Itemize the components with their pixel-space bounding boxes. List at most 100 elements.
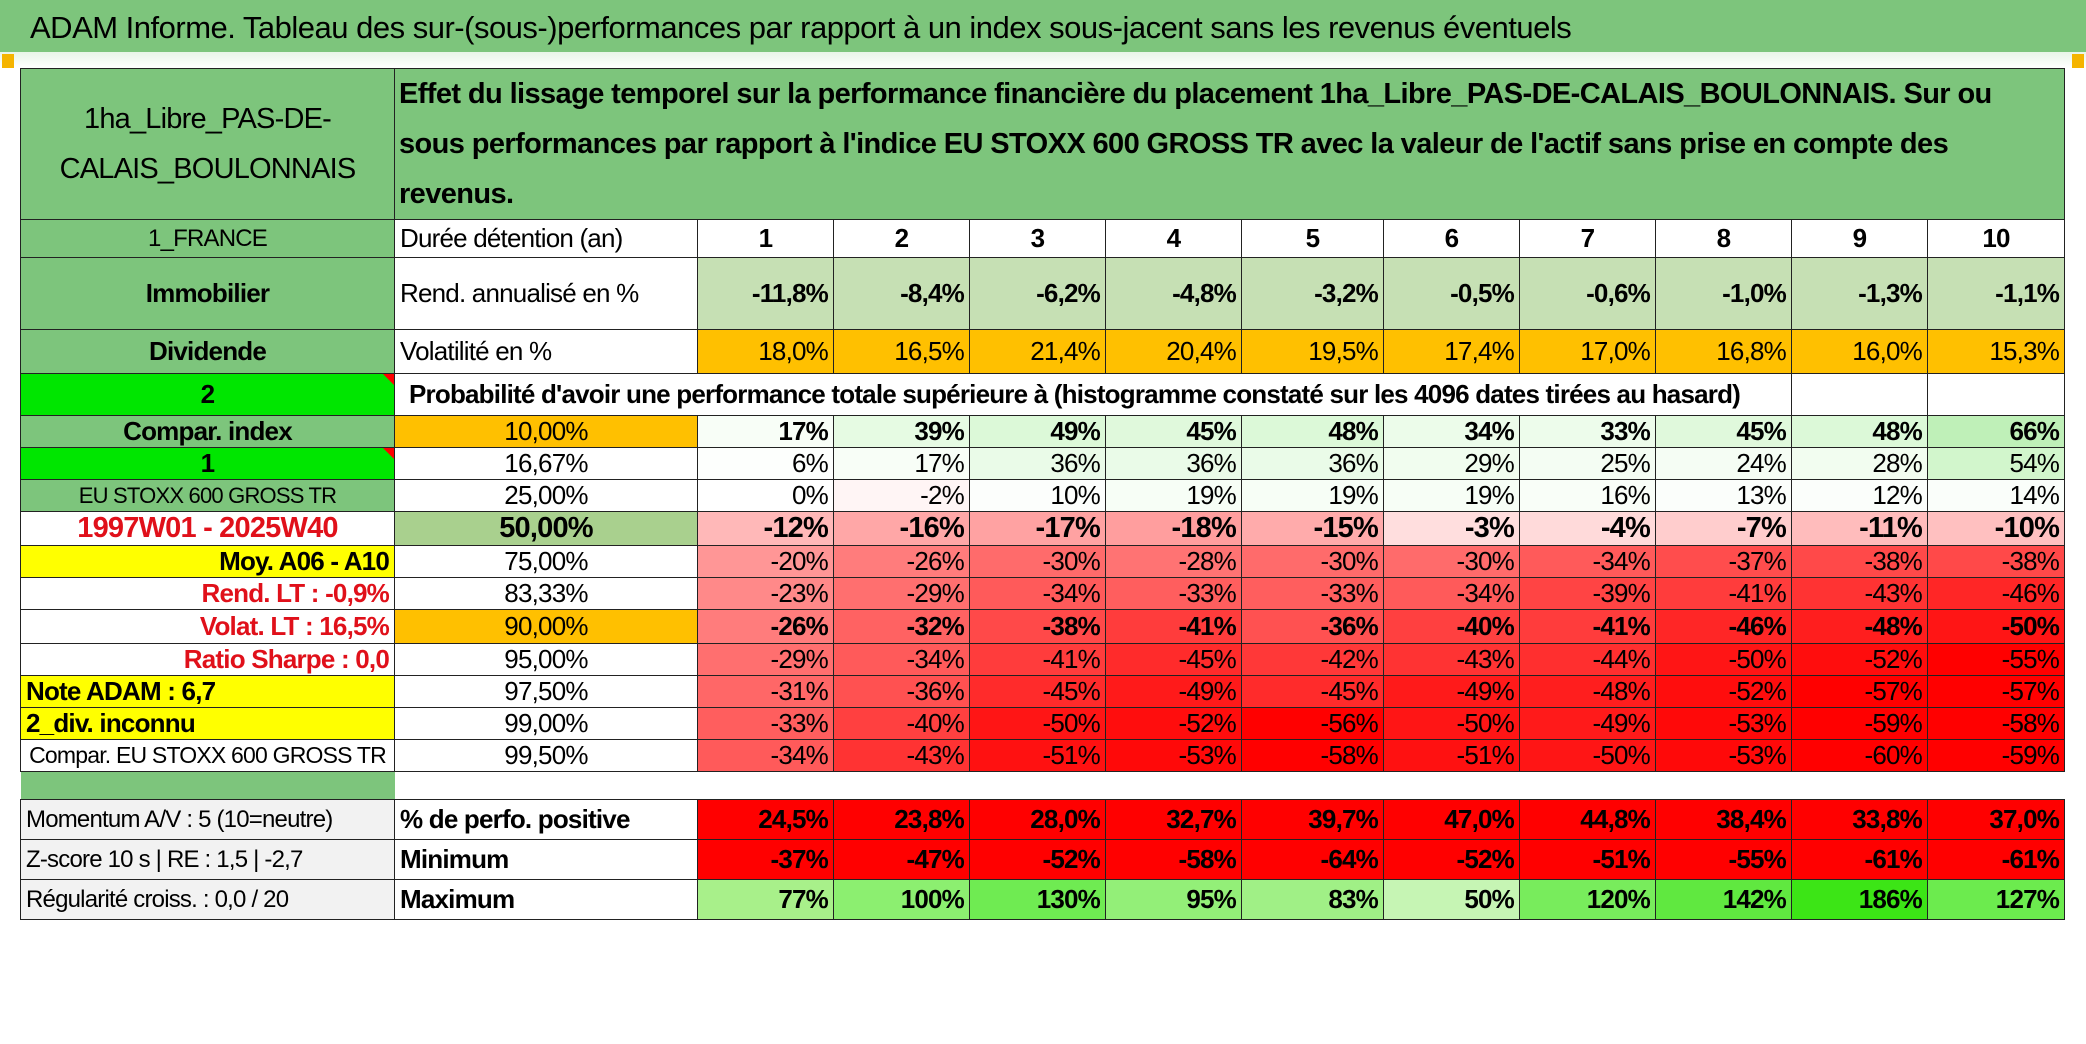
return-value: -4,8% [1105,257,1242,330]
report-title: ADAM Informe. Tableau des sur-(sous-)per… [0,0,2086,52]
percentile-value: 48% [1241,415,1384,448]
empty-cell [1926,373,2066,416]
percentile-value: -58% [1241,739,1384,772]
percentile-value: -45% [1105,643,1242,676]
percentile-row: Moy. A06 - A10 75,00% -20% -26% -30% -28% -30%… [20,545,2066,578]
percentile-value: -40% [1383,609,1520,644]
minimum-value: -52% [969,839,1106,880]
percentile-value: -52% [1655,675,1792,708]
comparison-label: Compar. EU STOXX 600 GROSS TR [20,739,395,772]
percentile-value: 0% [697,479,834,512]
probability-header-row: 2 Probabilité d'avoir une performance to… [20,373,2066,416]
percentile-value: -49% [1383,675,1520,708]
percentile-value: -31% [697,675,834,708]
minimum-row: Z-score 10 s | RE : 1,5 | -2,7 Minimum -… [20,839,2066,880]
percentile-value: 17% [833,447,970,480]
percentile-value: -57% [1926,675,2066,708]
empty-cell [1791,373,1928,416]
percentile-value: -26% [697,609,834,644]
percentile-threshold: 75,00% [394,545,698,578]
percentile-value: -41% [1655,577,1792,610]
momentum-label: Momentum A/V : 5 (10=neutre) [20,799,395,840]
percentile-value: -48% [1791,609,1928,644]
zscore-label: Z-score 10 s | RE : 1,5 | -2,7 [20,839,395,880]
percentile-value: -20% [697,545,834,578]
percentile-threshold: 25,00% [394,479,698,512]
percentile-value: 66% [1926,415,2066,448]
percentile-value: -60% [1791,739,1928,772]
return-value: -1,1% [1926,257,2066,330]
percentile-value: -41% [1105,609,1242,644]
percentile-value: -36% [1241,609,1384,644]
year-1: 1 [697,219,834,258]
percentile-threshold: 97,50% [394,675,698,708]
percentile-value: 19% [1383,479,1520,512]
percentile-value: -50% [1519,739,1656,772]
volatility-value: 16,5% [833,329,970,374]
return-label: Rend. annualisé en % [394,257,698,330]
positive-perf-value: 33,8% [1791,799,1928,840]
percentile-value: -7% [1655,511,1792,546]
percentile-value: -30% [1241,545,1384,578]
percentile-threshold: 16,67% [394,447,698,480]
percentile-value: -38% [1791,545,1928,578]
percentile-value: 45% [1105,415,1242,448]
positive-perf-value: 39,7% [1241,799,1384,840]
percentile-value: -15% [1241,511,1384,546]
maximum-value: 186% [1791,879,1928,920]
volatility-value: 17,4% [1383,329,1520,374]
percentile-row: Ratio Sharpe : 0,0 95,00% -29% -34% -41% -45%… [20,643,2066,676]
percentile-value: -50% [1926,609,2066,644]
percentile-value: -17% [969,511,1106,546]
return-row: Immobilier Rend. annualisé en % -11,8% -… [20,257,2066,330]
year-6: 6 [1383,219,1520,258]
percentile-row: 1997W01 - 2025W40 50,00% -12% -16% -17% -18% -… [20,511,2066,546]
percentile-value: -33% [1241,577,1384,610]
percentile-value: 14% [1926,479,2066,512]
maximum-value: 127% [1926,879,2066,920]
percentile-value: -44% [1519,643,1656,676]
percentile-value: -50% [1383,707,1520,740]
volatility-value: 17,0% [1519,329,1656,374]
percentile-value: -33% [697,707,834,740]
volatility-value: 16,8% [1655,329,1792,374]
percentile-value: 33% [1519,415,1656,448]
spacer-row [20,771,2065,800]
percentile-value: 36% [1241,447,1384,480]
country-label: 1_FRANCE [20,219,395,258]
regularity-label: Régularité croiss. : 0,0 / 20 [20,879,395,920]
volatility-row: Dividende Volatilité en % 18,0% 16,5% 21… [20,329,2066,374]
percentile-value: -28% [1105,545,1242,578]
percentile-row: Note ADAM : 6,7 97,50% -31% -36% -45% -49% -45… [20,675,2066,708]
percentile-value: -36% [833,675,970,708]
code-cell: 2 [20,373,395,416]
positive-perf-value: 28,0% [969,799,1106,840]
percentile-value: -43% [1383,643,1520,676]
percentile-value: -34% [1519,545,1656,578]
duration-row: 1_FRANCE Durée détention (an) 1 2 3 4 5 … [20,219,2066,258]
percentile-value: -59% [1926,739,2066,772]
corner-marker [2072,54,2084,68]
percentile-value: -10% [1926,511,2066,546]
percentile-threshold: 83,33% [394,577,698,610]
volatility-value: 21,4% [969,329,1106,374]
percentile-value: -4% [1519,511,1656,546]
percentile-value: -41% [1519,609,1656,644]
percentile-row: 1 16,67% 6% 17% 36% 36% 36% 29% 25% 24% 28% 54% [20,447,2066,480]
percentile-value: 24% [1655,447,1792,480]
compar-index-label: Compar. index [20,415,395,448]
return-value: -8,4% [833,257,970,330]
percentile-row: 2_div. inconnu 99,00% -33% -40% -50% -52% -56%… [20,707,2066,740]
percentile-value: 54% [1926,447,2066,480]
percentile-value: -32% [833,609,970,644]
percentile-value: -45% [969,675,1106,708]
minimum-value: -52% [1383,839,1520,880]
percentile-value: -46% [1655,609,1792,644]
header-row: 1ha_Libre_PAS-DE-CALAIS_BOULONNAIS Effet… [20,68,2066,220]
percentile-value: -39% [1519,577,1656,610]
adam-note-label: Note ADAM : 6,7 [20,675,395,708]
percentile-value: 39% [833,415,970,448]
percentile-value: -34% [833,643,970,676]
minimum-value: -61% [1926,839,2066,880]
year-9: 9 [1791,219,1928,258]
